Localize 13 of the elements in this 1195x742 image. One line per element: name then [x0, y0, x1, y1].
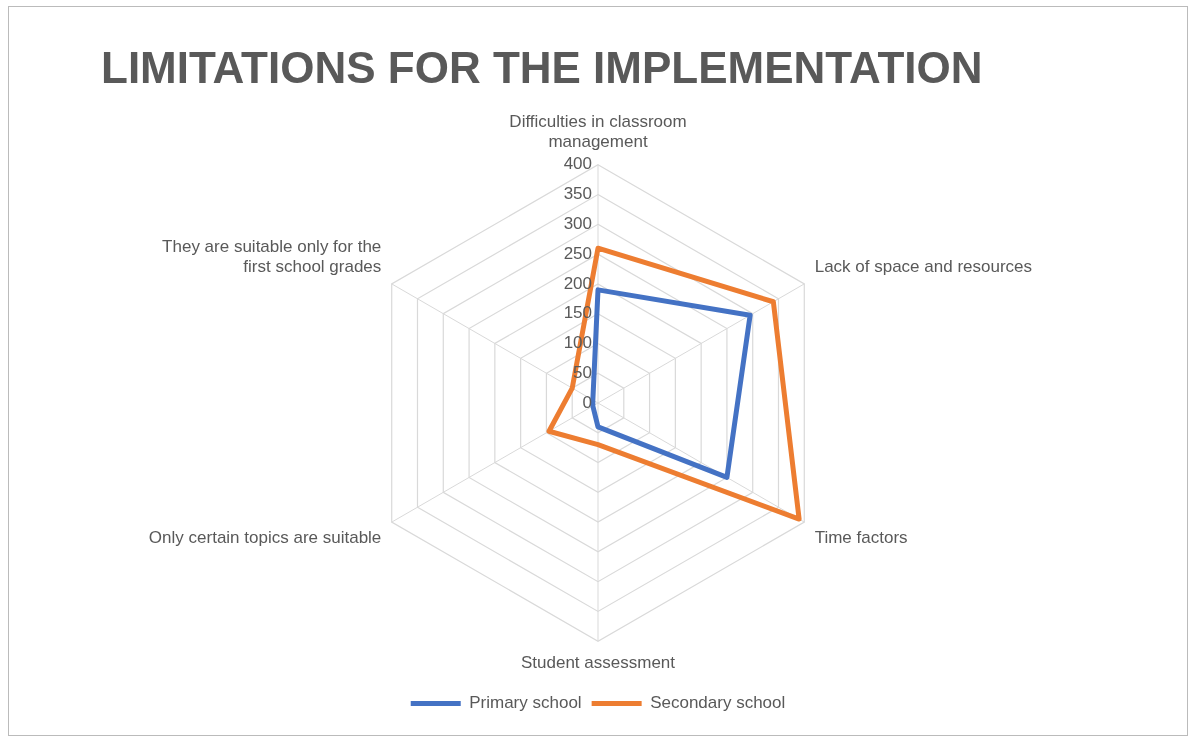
legend-label: Secondary school	[650, 693, 786, 713]
y-tick-label: 350	[563, 184, 592, 204]
spoke-label: They are suitable only for the first school grades	[162, 236, 382, 277]
y-tick-label: 300	[563, 214, 592, 234]
spoke-label: Lack of space and resources	[814, 257, 1033, 277]
y-tick-label: 400	[563, 154, 592, 174]
spoke-label: Only certain topics are suitable	[148, 527, 382, 547]
legend-label: Primary school	[469, 693, 582, 713]
spoke-label: Student assessment	[520, 653, 676, 673]
y-tick-label: 250	[563, 243, 592, 263]
spoke-label: Time factors	[814, 527, 908, 547]
chart-title: LIMITATIONS FOR THE IMPLEMENTATION	[101, 43, 983, 93]
spoke-label: Difficulties in classroom management	[509, 111, 687, 152]
